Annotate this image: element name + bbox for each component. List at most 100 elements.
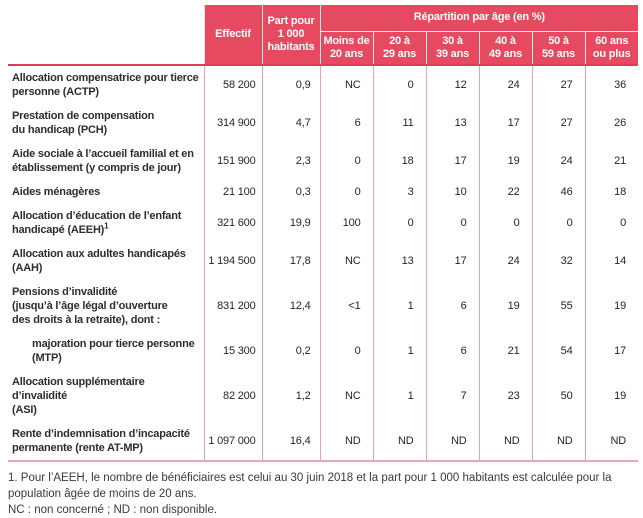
cell-age: ND <box>425 421 479 461</box>
cell-effectif: 58 200 <box>203 64 262 104</box>
cell-age: 17 <box>425 141 479 180</box>
row-label: Allocation aux adultes handicapés (AAH) <box>12 247 186 274</box>
cell-age: 1 <box>372 279 426 332</box>
cell-age: 100 <box>319 203 373 242</box>
cell-effectif: 151 900 <box>203 141 262 180</box>
cell-effectif: 1 097 000 <box>203 421 262 461</box>
column-header-age-50-59: 50 à 59 ans <box>531 31 585 66</box>
footnote-marker: 1 <box>104 220 109 230</box>
cell-effectif: 21 100 <box>203 179 262 204</box>
table-row-aeeh: Allocation d’éducation de l’enfant handi… <box>8 203 639 242</box>
cell-age: ND <box>584 421 639 461</box>
corner-cell <box>8 5 204 66</box>
cell-age: 1 <box>372 369 426 422</box>
row-label-text: Allocation d’éducation de l’enfant handi… <box>12 209 182 236</box>
cell-age: 17 <box>584 331 639 370</box>
cell-part: 1,2 <box>261 369 320 422</box>
cell-age: 21 <box>478 331 532 370</box>
cell-age: 6 <box>319 103 373 142</box>
cell-age: 18 <box>584 179 639 204</box>
table-row-pch: Prestation de compensation du handicap (… <box>8 103 639 142</box>
footnote-1: 1. Pour l’AEEH, le nombre de bénéficiair… <box>8 471 612 500</box>
cell-age: 19 <box>478 279 532 332</box>
cell-age: 19 <box>478 141 532 180</box>
cell-age: 1 <box>372 331 426 370</box>
benefits-table: Effectif Part pour 1 000 habitants Répar… <box>8 5 639 462</box>
table-row-aah: Allocation aux adultes handicapés (AAH) … <box>8 241 639 280</box>
cell-age: 17 <box>425 241 479 280</box>
cell-age: 36 <box>584 64 639 104</box>
cell-age: 13 <box>372 241 426 280</box>
cell-effectif: 831 200 <box>203 279 262 332</box>
row-label: Allocation d’éducation de l’enfant handi… <box>8 204 204 242</box>
table-row-mtp: majoration pour tierce personne (MTP) 15… <box>8 331 639 370</box>
cell-age: 12 <box>425 64 479 104</box>
cell-age: ND <box>372 421 426 461</box>
cell-age: 0 <box>425 203 479 242</box>
row-label: Prestation de compensation du handicap (… <box>12 109 155 136</box>
cell-age: NC <box>319 64 373 104</box>
cell-age: 27 <box>531 64 585 104</box>
cell-age: 19 <box>584 279 639 332</box>
table-row-aides-menageres: Aides ménagères 21 100 0,3 0 3 10 22 46 … <box>8 179 639 204</box>
cell-part: 0,2 <box>261 331 320 370</box>
cell-age: 27 <box>531 103 585 142</box>
column-header-age-30-39: 30 à 39 ans <box>425 31 479 66</box>
cell-part: 12,4 <box>261 279 320 332</box>
column-header-age-under-20: Moins de 20 ans <box>319 31 373 66</box>
cell-age: ND <box>531 421 585 461</box>
cell-age: 24 <box>478 64 532 104</box>
cell-part: 16,4 <box>261 421 320 461</box>
cell-part: 0,9 <box>261 64 320 104</box>
cell-part: 0,3 <box>261 179 320 204</box>
cell-age: NC <box>319 369 373 422</box>
cell-age: 6 <box>425 279 479 332</box>
cell-age: 21 <box>584 141 639 180</box>
footnote-2: NC : non concerné ; ND : non disponible. <box>8 503 218 516</box>
table-header: Effectif Part pour 1 000 habitants Répar… <box>8 5 639 66</box>
cell-part: 17,8 <box>261 241 320 280</box>
cell-age: 18 <box>372 141 426 180</box>
cell-age: 32 <box>531 241 585 280</box>
cell-age: 50 <box>531 369 585 422</box>
cell-effectif: 321 600 <box>203 203 262 242</box>
row-label: majoration pour tierce personne (MTP) <box>32 337 195 364</box>
column-header-effectif: Effectif <box>203 5 262 66</box>
cell-age: 0 <box>478 203 532 242</box>
column-header-age-20-29: 20 à 29 ans <box>372 31 426 66</box>
table-row-pensions-invalidite: Pensions d’invalidité (jusqu’à l’âge lég… <box>8 279 639 332</box>
cell-age: 3 <box>372 179 426 204</box>
cell-effectif: 1 194 500 <box>203 241 262 280</box>
cell-age: 6 <box>425 331 479 370</box>
column-header-age-40-49: 40 à 49 ans <box>478 31 532 66</box>
cell-age: 55 <box>531 279 585 332</box>
cell-part: 4,7 <box>261 103 320 142</box>
column-header-part-1000: Part pour 1 000 habitants <box>261 5 320 66</box>
cell-effectif: 15 300 <box>203 331 262 370</box>
cell-age: 11 <box>372 103 426 142</box>
cell-age: 24 <box>531 141 585 180</box>
cell-age: 0 <box>531 203 585 242</box>
cell-age: ND <box>478 421 532 461</box>
cell-age: 19 <box>584 369 639 422</box>
table-row-asi: Allocation supplémentaire d’invalidité (… <box>8 369 639 422</box>
cell-age: ND <box>319 421 373 461</box>
cell-age: 46 <box>531 179 585 204</box>
table-row-actp: Allocation compensatrice pour tierce per… <box>8 64 639 104</box>
cell-age: 13 <box>425 103 479 142</box>
cell-age: 0 <box>584 203 639 242</box>
cell-age: 0 <box>372 64 426 104</box>
footnotes: 1. Pour l’AEEH, le nombre de bénéficiair… <box>8 470 638 518</box>
row-label: Rente d’indemnisation d’incapacité perma… <box>12 427 190 454</box>
cell-age: 0 <box>319 141 373 180</box>
table-body: Allocation compensatrice pour tierce per… <box>8 64 639 461</box>
cell-age: 17 <box>478 103 532 142</box>
cell-age: 10 <box>425 179 479 204</box>
cell-age: 54 <box>531 331 585 370</box>
row-label: Pensions d’invalidité (jusqu’à l’âge lég… <box>12 285 168 326</box>
table-row-rente-atmp: Rente d’indemnisation d’incapacité perma… <box>8 421 639 461</box>
cell-age: 0 <box>319 179 373 204</box>
cell-age: 14 <box>584 241 639 280</box>
cell-age: NC <box>319 241 373 280</box>
